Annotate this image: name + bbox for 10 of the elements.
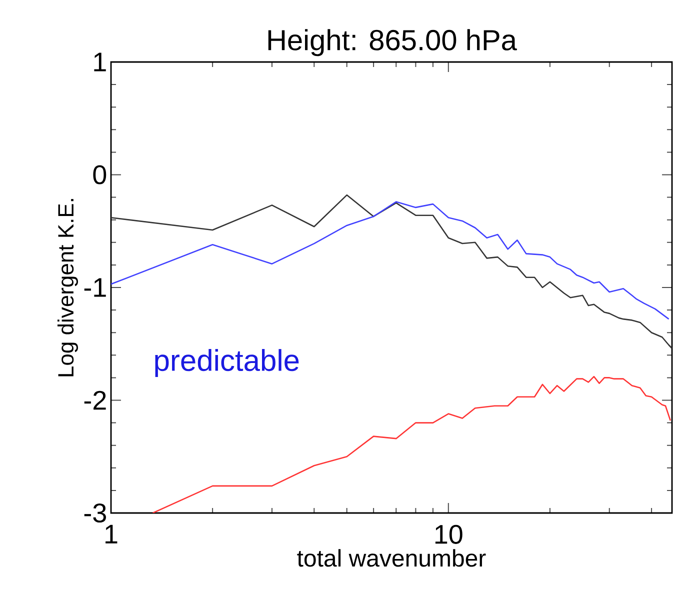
y-tick-label: -1 <box>84 278 106 297</box>
x-tick-label: 10 <box>435 524 462 544</box>
y-tick-label: -3 <box>84 503 106 523</box>
x-axis-title: total wavenumber <box>297 549 486 567</box>
y-tick-label: 0 <box>93 165 106 184</box>
y-tick-label: 1 <box>94 52 106 72</box>
y-tick-label: -2 <box>84 390 106 410</box>
annotation: predictable <box>155 349 299 378</box>
y-axis-title: Log divergent K.E. <box>57 199 78 376</box>
chart-title: Height: 865.00 hPa <box>268 29 517 56</box>
